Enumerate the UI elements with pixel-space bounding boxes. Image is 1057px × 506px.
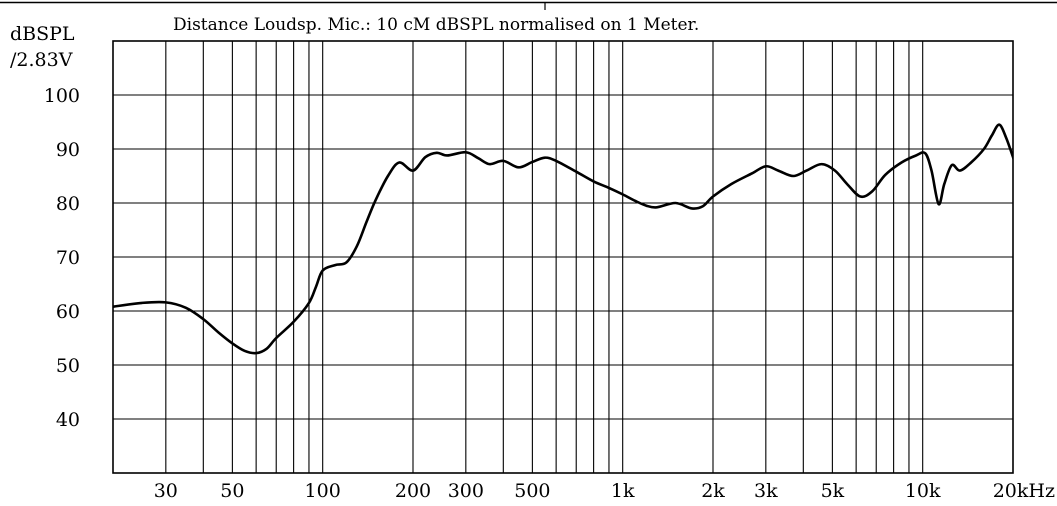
x-tick-label: 2k: [701, 480, 725, 501]
y-tick-label: 70: [56, 247, 80, 269]
y-tick-label: 60: [56, 301, 80, 323]
x-tick-labels: 30 50 100 200 300 500 1k 2k 3k 5k 10k 20kHz: [154, 480, 1055, 502]
x-tick-label: 50: [220, 480, 244, 501]
y-tick-label: 40: [56, 409, 80, 431]
x-tick-label: 100: [305, 480, 341, 501]
plot-border: [112, 40, 1014, 474]
top-frame: [0, 1, 1057, 10]
y-tick-label: 80: [56, 193, 80, 215]
x-tick-label: 3k: [754, 480, 778, 501]
x-tick-label: 5k: [821, 480, 845, 501]
curve-layer: [113, 123, 1013, 355]
y-tick-label: 100: [44, 85, 80, 107]
y-tick-labels: 100 90 80 70 60 50 40: [44, 85, 80, 431]
x-tick-label: 20kHz: [993, 480, 1055, 501]
plot-frame: [112, 40, 1014, 474]
x-tick-label: 10k: [905, 480, 941, 501]
x-tick-label: 200: [395, 480, 431, 501]
y-axis-label-line2: /2.83V: [10, 49, 73, 71]
x-tick-label: 1k: [611, 480, 635, 501]
y-tick-label: 50: [56, 355, 80, 377]
y-tick-label: 90: [56, 139, 80, 161]
y-axis-label-line1: dBSPL: [10, 23, 75, 45]
x-tick-label: 500: [514, 480, 550, 501]
series-line-0: [113, 123, 1013, 355]
grid: [113, 41, 1013, 473]
chart-title: Distance Loudsp. Mic.: 10 cM dBSPL norma…: [173, 15, 699, 35]
x-tick-label: 30: [154, 480, 178, 501]
x-tick-label: 300: [448, 480, 484, 501]
